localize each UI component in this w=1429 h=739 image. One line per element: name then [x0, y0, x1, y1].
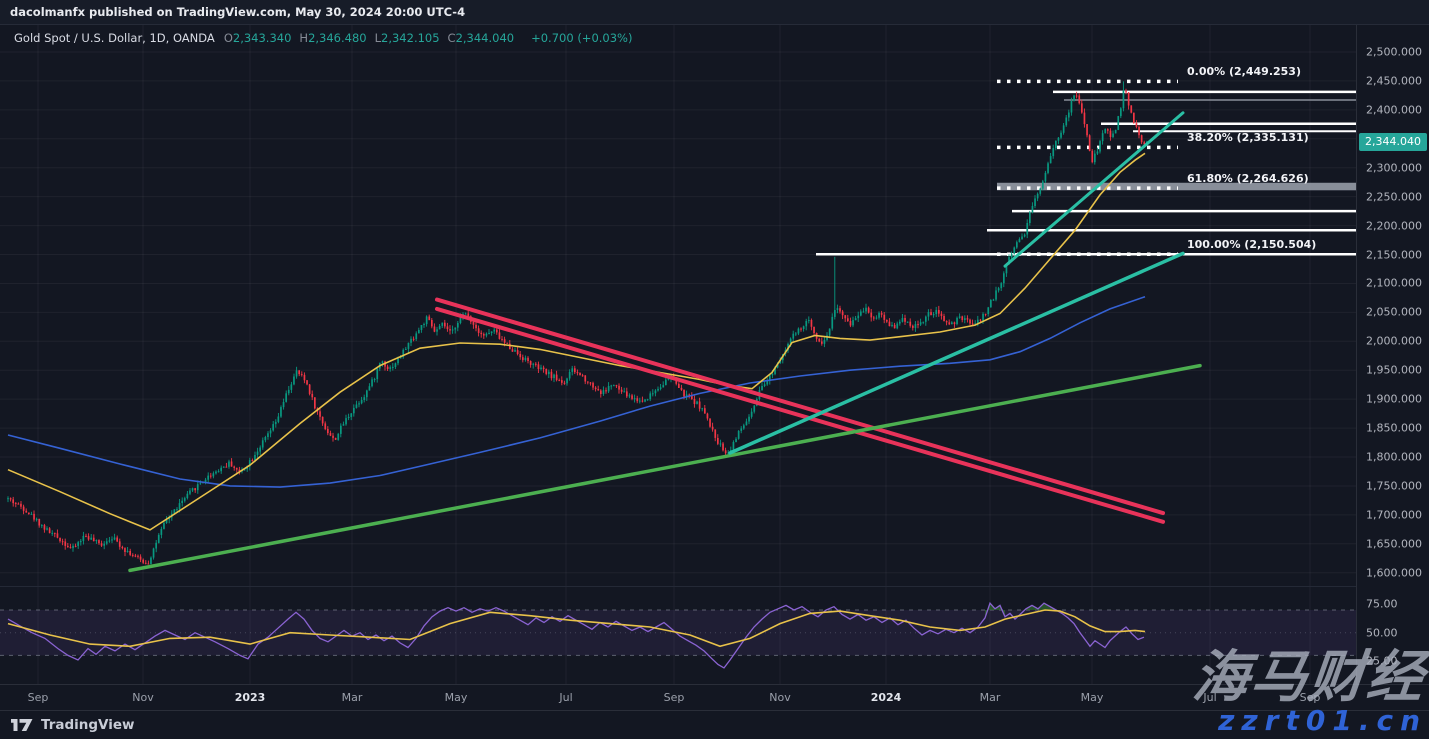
time-axis-month-label: Jul — [1203, 691, 1217, 704]
time-axis-month-label: Sep — [27, 691, 49, 704]
fib-level-label: 0.00% (2,449.253) — [1187, 64, 1301, 78]
rsi-axis-label: 50.00 — [1366, 626, 1398, 640]
publish-header-bar: dacolmanfx published on TradingView.com,… — [0, 0, 1429, 25]
price-axis-label: 1,650.000 — [1366, 537, 1422, 551]
price-axis-label: 2,300.000 — [1366, 161, 1422, 175]
time-axis-month-label: Jul — [559, 691, 573, 704]
price-axis-label: 1,950.000 — [1366, 363, 1422, 377]
price-axis-label: 2,500.000 — [1366, 45, 1422, 59]
time-axis-month-label: Sep — [663, 691, 685, 704]
price-axis-label: 2,250.000 — [1366, 190, 1422, 204]
tradingview-logo-icon[interactable] — [10, 718, 34, 732]
price-axis-label: 2,100.000 — [1366, 276, 1422, 290]
price-axis-label: 1,800.000 — [1366, 450, 1422, 464]
ohlc-item: O2,343.340 — [223, 31, 292, 45]
ohlc-values: O2,343.340 H2,346.480 L2,342.105 C2,344.040 — [224, 31, 522, 45]
price-axis[interactable]: 2,500.000 2,450.000 2,400.000 2,300.000 2,25… — [1356, 25, 1429, 684]
time-axis-year-label: 2023 — [234, 691, 266, 704]
time-axis-month-label: May — [444, 691, 468, 704]
price-axis-label: 1,850.000 — [1366, 421, 1422, 435]
current-price-badge: 2,344.040 — [1359, 133, 1427, 152]
fib-level-label: 100.00% (2,150.504) — [1187, 237, 1317, 251]
time-axis-month-label: Sep — [1299, 691, 1321, 704]
time-axis-month-label: Mar — [979, 691, 1001, 704]
tradingview-logo-text[interactable]: TradingView — [41, 717, 135, 733]
fib-level-label: 38.20% (2,335.131) — [1187, 130, 1309, 144]
price-axis-label: 2,000.000 — [1366, 334, 1422, 348]
symbol-title: Gold Spot / U.S. Dollar, 1D, OANDA — [14, 31, 215, 45]
price-change: +0.700 (+0.03%) — [531, 31, 633, 45]
price-axis-label: 1,750.000 — [1366, 479, 1422, 493]
rsi-axis-label: 25.00 — [1366, 654, 1398, 668]
price-axis-label: 2,050.000 — [1366, 305, 1422, 319]
price-axis-label: 2,150.000 — [1366, 248, 1422, 261]
time-axis-month-label: Nov — [769, 691, 791, 704]
rsi-axis-label: 75.00 — [1366, 597, 1398, 611]
fib-level-label: 61.80% (2,264.626) — [1187, 171, 1309, 185]
ohlc-item: L2,342.105 — [374, 31, 440, 45]
footer-bar: TradingView — [0, 710, 1429, 739]
symbol-legend: Gold Spot / U.S. Dollar, 1D, OANDA O2,34… — [14, 31, 632, 45]
ohlc-item: C2,344.040 — [447, 31, 515, 45]
price-axis-label: 1,900.000 — [1366, 392, 1422, 406]
time-axis-month-label: Nov — [132, 691, 154, 704]
time-axis-month-label: Mar — [341, 691, 363, 704]
time-axis-month-label: May — [1080, 691, 1104, 704]
price-axis-label: 1,700.000 — [1366, 508, 1422, 522]
time-axis[interactable]: Sep Nov 2023 Mar May Jul Sep Nov 2024 Mar May Jul Se… — [0, 684, 1429, 710]
price-chart-canvas[interactable] — [0, 0, 1356, 684]
ohlc-item: H2,346.480 — [299, 31, 367, 45]
publish-attribution-text: dacolmanfx published on TradingView.com,… — [10, 5, 466, 19]
price-axis-label: 1,600.000 — [1366, 566, 1422, 580]
price-axis-label: 2,200.000 — [1366, 219, 1422, 233]
price-axis-label: 2,400.000 — [1366, 103, 1422, 117]
pane-separator[interactable] — [0, 586, 1356, 587]
time-axis-year-label: 2024 — [870, 691, 902, 704]
price-axis-label: 2,450.000 — [1366, 74, 1422, 88]
